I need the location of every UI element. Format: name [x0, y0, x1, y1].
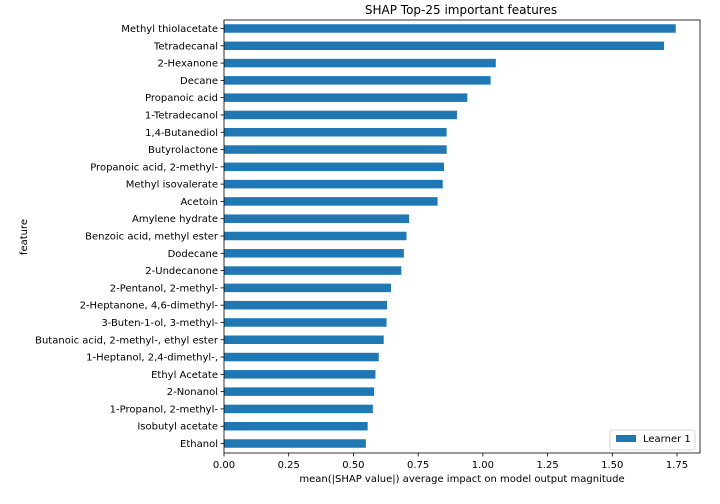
y-tick-label: 3-Buten-1-ol, 3-methyl- — [101, 318, 218, 329]
y-tick-label: Propanoic acid — [145, 93, 218, 104]
bar — [224, 197, 438, 206]
y-tick-label: Butanoic acid, 2-methyl-, ethyl ester — [35, 335, 219, 346]
bar — [224, 41, 665, 51]
y-tick-label: Propanoic acid, 2-methyl- — [90, 162, 218, 173]
y-axis-title: feature — [19, 219, 30, 255]
y-tick-label: Benzoic acid, methyl ester — [85, 232, 219, 243]
y-tick-label: Ethanol — [180, 439, 218, 450]
y-tick-label: 1-Heptanol, 2,4-dimethyl-, — [86, 353, 218, 364]
bar — [224, 145, 447, 154]
bar — [224, 93, 468, 102]
x-tick-label: 0.25 — [278, 460, 300, 471]
x-tick-label: 1.50 — [601, 460, 623, 471]
bar — [224, 58, 496, 68]
bar — [224, 24, 676, 33]
y-tick-label: Acetoin — [181, 197, 218, 208]
bar — [224, 214, 410, 223]
bars-group — [224, 24, 676, 448]
y-tick-label: 1-Tetradecanol — [145, 110, 218, 121]
y-tick-label: 2-Nonanol — [167, 387, 218, 398]
legend: Learner 1 — [609, 429, 696, 451]
y-tick-label: Amylene hydrate — [132, 214, 218, 225]
y-tick-label: Ethyl Acetate — [151, 370, 218, 381]
x-tick-label: 0.50 — [342, 460, 364, 471]
y-tick-label: 2-Undecanone — [145, 266, 218, 277]
y-tick-label: Isobutyl acetate — [137, 422, 218, 433]
y-tick-label: Decane — [180, 76, 218, 87]
y-tick-label: Methyl isovalerate — [126, 180, 218, 191]
y-tick-label: 2-Hexanone — [158, 59, 218, 70]
bar — [224, 231, 407, 241]
y-tick-label: Methyl thiolacetate — [121, 24, 218, 35]
bar — [224, 76, 491, 85]
y-tick-label: 1-Propanol, 2-methyl- — [110, 404, 219, 415]
bar — [224, 421, 368, 431]
x-tick-label: 0.00 — [213, 460, 235, 471]
x-ticks-group: 0.00 0.25 0.50 0.75 1.00 1.25 1.50 1.75 — [213, 453, 688, 471]
bar — [224, 300, 388, 310]
bar — [224, 179, 443, 189]
x-tick-label: 1.25 — [536, 460, 558, 471]
chart-title: SHAP Top-25 important features — [365, 3, 557, 17]
x-tick-label: 1.75 — [666, 460, 688, 471]
y-tick-label: 2-Pentanol, 2-methyl- — [110, 283, 219, 294]
y-tick-label: Tetradecanal — [153, 41, 218, 52]
bar — [224, 249, 404, 258]
y-tick-label: 2-Heptanone, 4,6-dimethyl- — [80, 301, 219, 312]
bar — [224, 335, 384, 344]
bar — [224, 318, 387, 327]
bar — [224, 283, 391, 293]
legend-label: Learner 1 — [643, 434, 691, 445]
bar — [224, 110, 457, 120]
y-tick-label: 1,4-Butanediol — [145, 128, 218, 139]
x-axis-title: mean(|SHAP value|) average impact on mod… — [299, 474, 624, 485]
y-tick-label: Butyrolactone — [148, 145, 218, 156]
bar — [224, 162, 445, 172]
y-tick-label: Dodecane — [168, 249, 218, 260]
bar — [224, 370, 376, 379]
legend-swatch — [616, 435, 636, 442]
bar — [224, 404, 373, 414]
plot-frame — [223, 19, 701, 454]
y-ticks-group: Methyl thiolacetate Tetradecanal 2-Hexanon… — [35, 24, 224, 450]
bar — [224, 266, 402, 275]
bar — [224, 128, 447, 137]
bar — [224, 352, 379, 362]
bar — [224, 387, 375, 396]
bar — [224, 439, 366, 448]
x-tick-label: 0.75 — [407, 460, 429, 471]
x-tick-label: 1.00 — [472, 460, 494, 471]
